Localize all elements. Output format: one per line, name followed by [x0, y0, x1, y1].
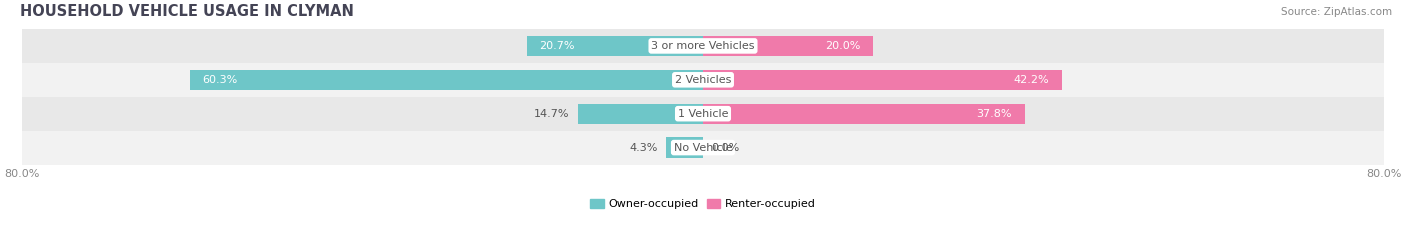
Bar: [666, 137, 703, 158]
Text: 60.3%: 60.3%: [202, 75, 238, 85]
Bar: [527, 36, 703, 56]
Bar: [703, 103, 1025, 124]
Text: HOUSEHOLD VEHICLE USAGE IN CLYMAN: HOUSEHOLD VEHICLE USAGE IN CLYMAN: [21, 4, 354, 19]
Text: 2 Vehicles: 2 Vehicles: [675, 75, 731, 85]
Bar: [22, 131, 1384, 164]
Text: 4.3%: 4.3%: [630, 143, 658, 153]
Bar: [578, 103, 703, 124]
Text: 3 or more Vehicles: 3 or more Vehicles: [651, 41, 755, 51]
Bar: [22, 63, 1384, 97]
Bar: [22, 29, 1384, 63]
Bar: [703, 70, 1063, 90]
Text: 42.2%: 42.2%: [1014, 75, 1049, 85]
Text: 37.8%: 37.8%: [977, 109, 1012, 119]
Text: 20.0%: 20.0%: [825, 41, 860, 51]
Text: No Vehicle: No Vehicle: [673, 143, 733, 153]
Legend: Owner-occupied, Renter-occupied: Owner-occupied, Renter-occupied: [586, 194, 820, 213]
Text: 1 Vehicle: 1 Vehicle: [678, 109, 728, 119]
Text: 14.7%: 14.7%: [534, 109, 569, 119]
Text: Source: ZipAtlas.com: Source: ZipAtlas.com: [1281, 7, 1392, 17]
Bar: [22, 97, 1384, 131]
Text: 20.7%: 20.7%: [540, 41, 575, 51]
Text: 0.0%: 0.0%: [711, 143, 740, 153]
Bar: [190, 70, 703, 90]
Bar: [703, 36, 873, 56]
